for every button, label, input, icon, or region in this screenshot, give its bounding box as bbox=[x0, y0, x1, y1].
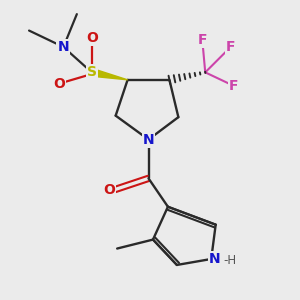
Text: N: N bbox=[58, 40, 69, 54]
Text: N: N bbox=[209, 252, 220, 266]
Text: F: F bbox=[197, 32, 207, 46]
Text: O: O bbox=[86, 31, 98, 45]
Text: O: O bbox=[103, 183, 115, 197]
Text: N: N bbox=[143, 133, 154, 146]
Text: F: F bbox=[226, 40, 236, 54]
Text: -H: -H bbox=[223, 254, 236, 267]
Text: S: S bbox=[87, 65, 97, 80]
Polygon shape bbox=[91, 69, 128, 80]
Text: F: F bbox=[229, 79, 238, 93]
Text: O: O bbox=[53, 77, 65, 91]
